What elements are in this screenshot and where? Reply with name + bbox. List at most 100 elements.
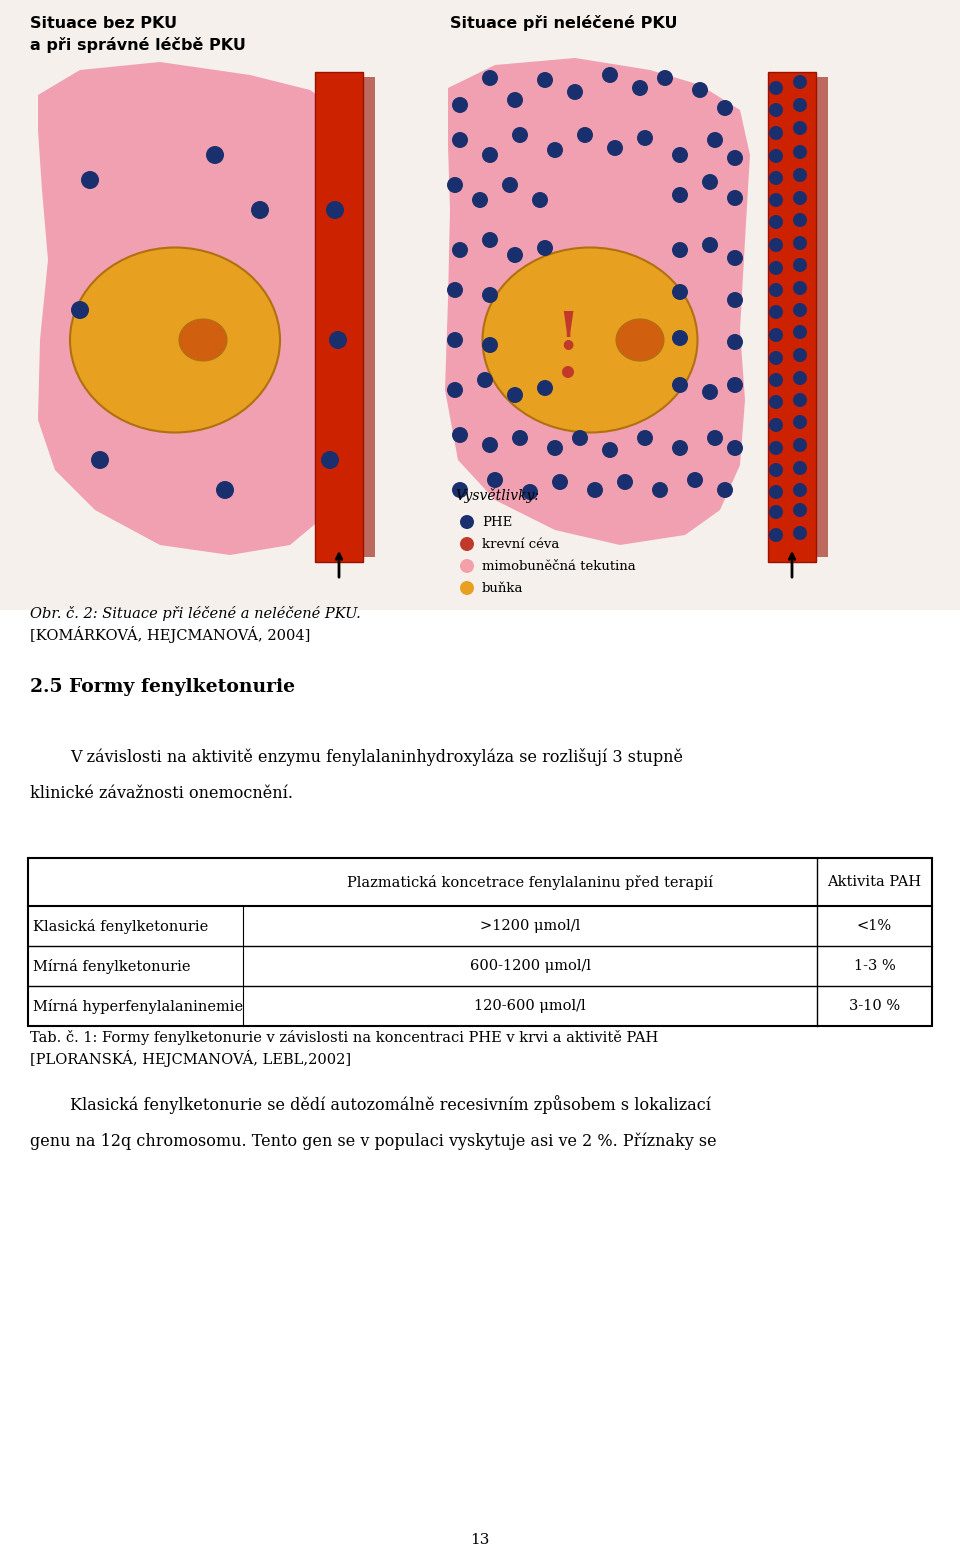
Circle shape xyxy=(482,70,498,86)
Ellipse shape xyxy=(616,319,664,361)
Circle shape xyxy=(793,258,807,272)
Circle shape xyxy=(793,281,807,295)
Circle shape xyxy=(206,145,224,164)
Circle shape xyxy=(460,559,474,573)
Text: Mírná hyperfenylalaninemie: Mírná hyperfenylalaninemie xyxy=(33,998,243,1014)
Circle shape xyxy=(727,334,743,350)
Circle shape xyxy=(769,328,783,342)
Circle shape xyxy=(707,133,723,148)
Text: Vysvětlivky:: Vysvětlivky: xyxy=(455,487,539,503)
Circle shape xyxy=(602,442,618,458)
Circle shape xyxy=(769,419,783,433)
Circle shape xyxy=(607,141,623,156)
Circle shape xyxy=(769,305,783,319)
Circle shape xyxy=(672,376,688,394)
Circle shape xyxy=(587,483,603,498)
Circle shape xyxy=(793,191,807,205)
Circle shape xyxy=(727,150,743,166)
Circle shape xyxy=(692,81,708,98)
Text: Klasická fenylketonurie: Klasická fenylketonurie xyxy=(33,918,208,934)
Circle shape xyxy=(482,287,498,303)
Circle shape xyxy=(793,415,807,430)
Text: genu na 12q chromosomu. Tento gen se v populaci vyskytuje asi ve 2 %. Příznaky s: genu na 12q chromosomu. Tento gen se v p… xyxy=(30,1132,716,1150)
Circle shape xyxy=(793,372,807,384)
Circle shape xyxy=(460,537,474,551)
Bar xyxy=(363,77,375,558)
Circle shape xyxy=(793,120,807,134)
Bar xyxy=(315,72,363,562)
Circle shape xyxy=(769,395,783,409)
Polygon shape xyxy=(445,58,750,545)
Circle shape xyxy=(793,503,807,517)
Circle shape xyxy=(769,127,783,141)
Ellipse shape xyxy=(179,319,227,361)
Circle shape xyxy=(672,284,688,300)
Circle shape xyxy=(793,169,807,183)
Circle shape xyxy=(507,387,523,403)
Circle shape xyxy=(769,505,783,519)
Circle shape xyxy=(769,351,783,366)
Circle shape xyxy=(632,80,648,95)
Circle shape xyxy=(793,236,807,250)
Circle shape xyxy=(572,430,588,447)
Circle shape xyxy=(602,67,618,83)
Circle shape xyxy=(81,170,99,189)
Circle shape xyxy=(727,191,743,206)
Circle shape xyxy=(637,430,653,447)
Circle shape xyxy=(727,376,743,394)
Text: <1%: <1% xyxy=(857,918,892,933)
Circle shape xyxy=(717,100,733,116)
Circle shape xyxy=(567,84,583,100)
Circle shape xyxy=(552,473,568,490)
Circle shape xyxy=(769,237,783,251)
Circle shape xyxy=(727,250,743,266)
Text: Situace při neléčené PKU: Situace při neléčené PKU xyxy=(450,16,678,31)
Text: V závislosti na aktivitě enzymu fenylalaninhydroxyláza se rozlišují 3 stupně: V závislosti na aktivitě enzymu fenylala… xyxy=(70,748,683,765)
Circle shape xyxy=(793,348,807,362)
Circle shape xyxy=(452,426,468,444)
Circle shape xyxy=(472,192,488,208)
Circle shape xyxy=(769,216,783,230)
Circle shape xyxy=(512,430,528,447)
Circle shape xyxy=(537,241,553,256)
Circle shape xyxy=(769,261,783,275)
Text: 3-10 %: 3-10 % xyxy=(849,1000,900,1014)
Text: Obr. č. 2: Situace při léčené a neléčené PKU.: Obr. č. 2: Situace při léčené a neléčené… xyxy=(30,606,361,622)
Text: [KOMÁRKOVÁ, HEJCMANOVÁ, 2004]: [KOMÁRKOVÁ, HEJCMANOVÁ, 2004] xyxy=(30,626,310,644)
Ellipse shape xyxy=(483,247,698,433)
Circle shape xyxy=(507,247,523,262)
Circle shape xyxy=(793,394,807,408)
Circle shape xyxy=(793,145,807,159)
Circle shape xyxy=(657,70,673,86)
Circle shape xyxy=(727,292,743,308)
Circle shape xyxy=(687,472,703,487)
Polygon shape xyxy=(38,62,355,555)
Circle shape xyxy=(727,440,743,456)
Circle shape xyxy=(707,430,723,447)
Text: Klasická fenylketonurie se dědí autozomálně recesivním způsobem s lokalizací: Klasická fenylketonurie se dědí autozomá… xyxy=(70,1095,711,1114)
Circle shape xyxy=(793,303,807,317)
Circle shape xyxy=(216,481,234,498)
Text: 13: 13 xyxy=(470,1532,490,1546)
Circle shape xyxy=(793,325,807,339)
Circle shape xyxy=(672,147,688,162)
Circle shape xyxy=(769,440,783,455)
Text: Mírná fenylketonurie: Mírná fenylketonurie xyxy=(33,959,190,973)
Circle shape xyxy=(547,142,563,158)
Text: mimobuněčná tekutina: mimobuněčná tekutina xyxy=(482,559,636,573)
Circle shape xyxy=(769,462,783,476)
Circle shape xyxy=(522,484,538,500)
Circle shape xyxy=(482,337,498,353)
Circle shape xyxy=(452,133,468,148)
Circle shape xyxy=(793,75,807,89)
Circle shape xyxy=(672,242,688,258)
Circle shape xyxy=(460,581,474,595)
Text: 600-1200 μmol/l: 600-1200 μmol/l xyxy=(469,959,590,973)
Circle shape xyxy=(326,201,344,219)
Circle shape xyxy=(502,177,518,194)
Text: >1200 μmol/l: >1200 μmol/l xyxy=(480,918,580,933)
Circle shape xyxy=(793,212,807,226)
Circle shape xyxy=(702,384,718,400)
Text: krevní céva: krevní céva xyxy=(482,537,560,550)
Text: 120-600 μmol/l: 120-600 μmol/l xyxy=(474,1000,586,1014)
